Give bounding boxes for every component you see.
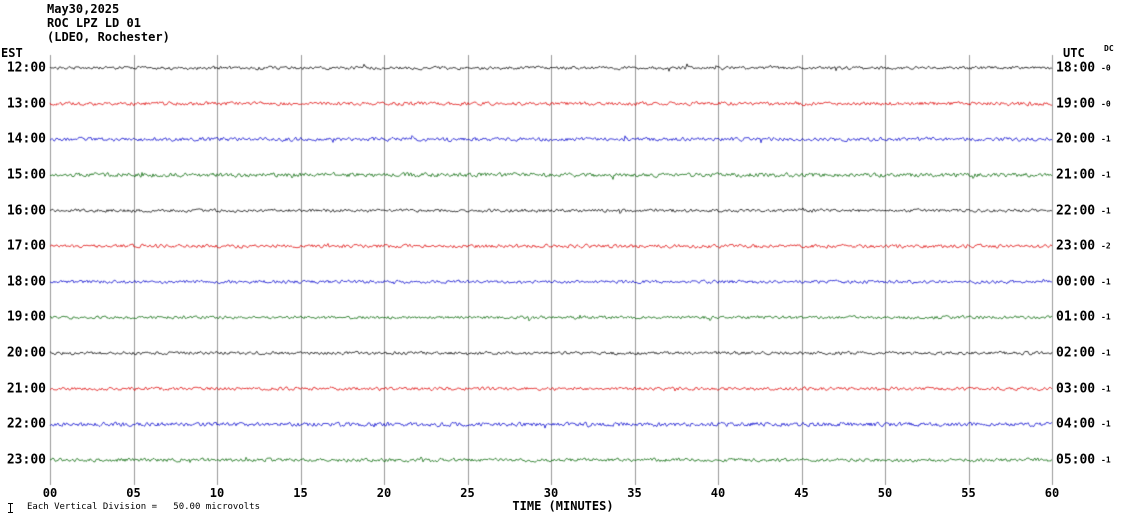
dc-value: -1 — [1101, 348, 1111, 358]
dc-value: -1 — [1101, 384, 1111, 394]
utc-time-label: 21:00 — [1056, 167, 1096, 183]
utc-time-label: 18:00 — [1056, 60, 1096, 76]
utc-time-label: 23:00 — [1056, 238, 1096, 254]
est-corner-label: EST — [1, 46, 23, 60]
est-time-label: 22:00 — [6, 416, 46, 432]
x-tick-label: 45 — [794, 486, 809, 500]
x-tick-label: 55 — [961, 486, 976, 500]
x-tick-label: 00 — [42, 486, 58, 500]
dc-value: -2 — [1101, 241, 1111, 251]
header-date: May30,2025 — [47, 2, 120, 16]
scale-note: Each Vertical Division = 50.00 microvolt… — [27, 502, 260, 512]
dc-value: -1 — [1101, 312, 1111, 322]
dc-corner-label: DC — [1104, 44, 1114, 53]
est-time-label: 18:00 — [6, 274, 46, 290]
division-scale-icon — [8, 503, 13, 513]
est-time-label: 12:00 — [6, 60, 46, 76]
x-tick-label: 20 — [376, 486, 392, 500]
x-tick-label: 50 — [877, 486, 893, 500]
header-location: (LDEO, Rochester) — [47, 30, 170, 44]
dc-value: -0 — [1101, 99, 1111, 109]
utc-corner-label: UTC — [1063, 46, 1085, 60]
utc-time-label: 20:00 — [1056, 131, 1096, 147]
x-tick-label: 10 — [209, 486, 225, 500]
dc-value: -1 — [1101, 170, 1111, 180]
utc-time-label: 04:00 — [1056, 416, 1096, 432]
x-tick-label: 25 — [460, 486, 475, 500]
utc-time-label: 01:00 — [1056, 309, 1096, 325]
dc-value: -1 — [1101, 455, 1111, 465]
header-station: ROC LPZ LD 01 — [47, 16, 141, 30]
est-time-label: 21:00 — [6, 381, 46, 397]
est-time-label: 16:00 — [6, 203, 46, 219]
est-time-label: 15:00 — [6, 167, 46, 183]
utc-time-label: 19:00 — [1056, 96, 1096, 112]
utc-time-label: 22:00 — [1056, 203, 1096, 219]
dc-value: -0 — [1101, 63, 1111, 73]
x-axis-label: TIME (MINUTES) — [512, 499, 614, 513]
est-time-label: 19:00 — [6, 309, 46, 325]
x-tick-label: 30 — [543, 486, 559, 500]
x-tick-label: 35 — [627, 486, 642, 500]
x-tick-label: 40 — [710, 486, 726, 500]
dc-value: -1 — [1101, 277, 1111, 287]
utc-time-label: 02:00 — [1056, 345, 1096, 361]
est-time-label: 13:00 — [6, 96, 46, 112]
utc-time-label: 03:00 — [1056, 381, 1096, 397]
est-time-label: 20:00 — [6, 345, 46, 361]
x-tick-label: 15 — [293, 486, 308, 500]
dc-value: -1 — [1101, 134, 1111, 144]
utc-time-label: 00:00 — [1056, 274, 1096, 290]
est-time-label: 14:00 — [6, 131, 46, 147]
est-time-label: 17:00 — [6, 238, 46, 254]
x-tick-label: 60 — [1044, 486, 1060, 500]
x-tick-label: 05 — [126, 486, 141, 500]
est-time-label: 23:00 — [6, 452, 46, 468]
dc-value: -1 — [1101, 206, 1111, 216]
utc-time-label: 05:00 — [1056, 452, 1096, 468]
dc-value: -1 — [1101, 419, 1111, 429]
